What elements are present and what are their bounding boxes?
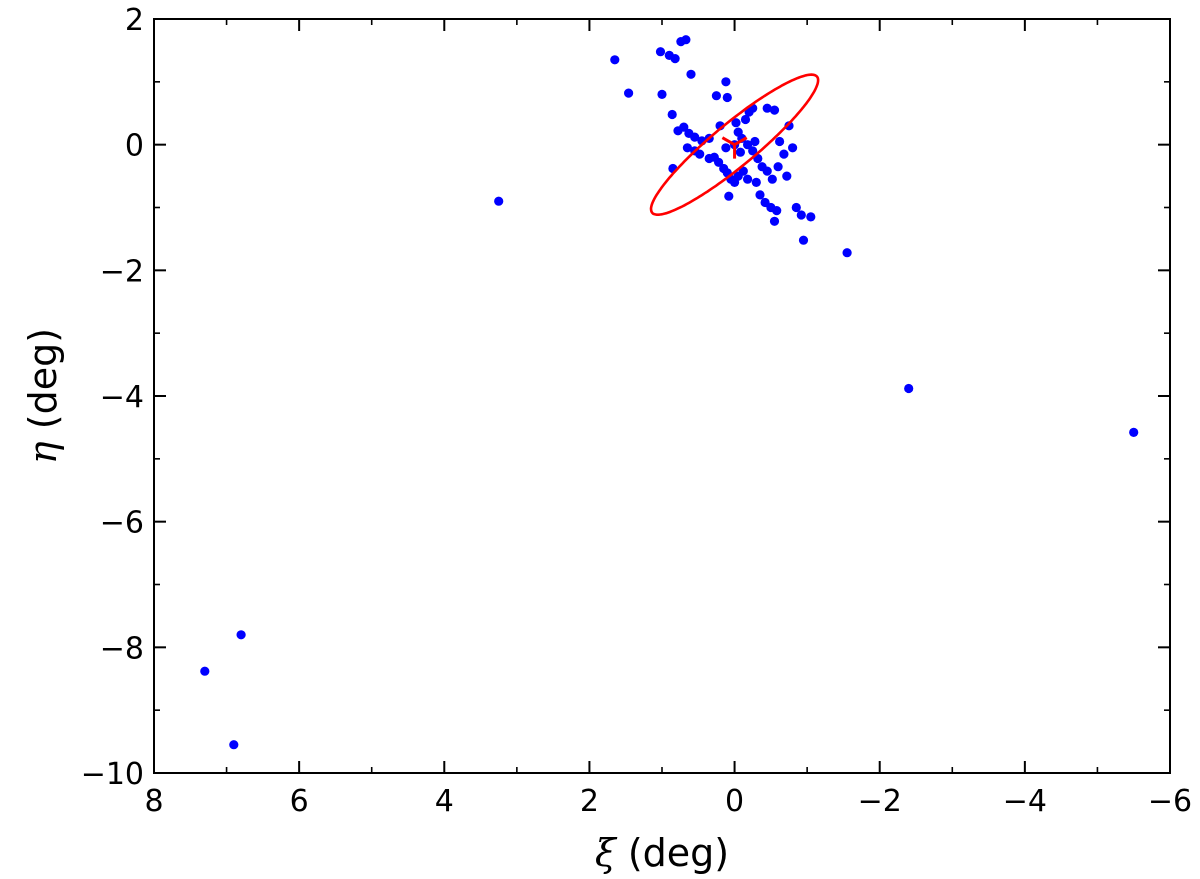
center-marker: [721, 136, 748, 159]
data-point: [657, 89, 667, 99]
data-point: [200, 666, 210, 676]
data-point: [755, 190, 765, 200]
data-point: [724, 191, 734, 201]
x-tick-label: 8: [144, 784, 163, 819]
data-point: [751, 177, 761, 187]
data-point: [782, 171, 792, 181]
data-point: [798, 235, 809, 245]
data-point: [655, 47, 666, 57]
data-point: [731, 118, 741, 128]
data-point: [748, 146, 758, 156]
data-point: [784, 121, 794, 131]
x-tick-label: 0: [725, 784, 744, 819]
data-point: [610, 55, 620, 65]
y-tick-label: −4: [100, 380, 144, 415]
data-point: [738, 166, 748, 176]
x-tick-label: 6: [290, 784, 309, 819]
data-point: [773, 162, 783, 172]
data-point: [229, 740, 239, 750]
confidence-ellipse: [649, 73, 820, 216]
data-point: [762, 103, 772, 113]
data-point: [791, 202, 801, 213]
data-point: [762, 166, 772, 176]
data-point: [769, 216, 780, 226]
y-tick-label: −10: [81, 757, 144, 792]
data-point: [1129, 427, 1139, 437]
data-point: [788, 143, 798, 153]
y-tick-label: −8: [100, 631, 144, 666]
data-point: [714, 157, 724, 167]
plot-content: [200, 35, 1139, 750]
data-point: [772, 206, 782, 216]
data-point: [740, 114, 751, 125]
data-point: [711, 91, 722, 101]
data-point: [796, 210, 806, 220]
x-tick-label: 2: [580, 784, 599, 819]
data-point: [769, 105, 780, 115]
x-axis-title: ξ (deg): [595, 831, 729, 875]
data-point: [236, 630, 246, 640]
data-point: [686, 69, 696, 79]
y-tick-label: −6: [100, 506, 144, 541]
data-point: [722, 92, 732, 103]
data-point: [695, 149, 705, 159]
data-point: [743, 174, 753, 184]
data-point: [743, 140, 753, 150]
data-point: [721, 143, 731, 153]
data-point: [904, 383, 914, 394]
data-point: [690, 132, 700, 142]
x-tick-label: −4: [1003, 784, 1047, 819]
y-tick-label: 0: [125, 129, 144, 164]
y-tick-label: 2: [125, 3, 144, 38]
data-point: [767, 174, 777, 184]
data-point: [750, 136, 760, 147]
data-point: [682, 143, 693, 153]
y-axis-title: η (deg): [21, 328, 65, 464]
plot-frame: [153, 18, 1171, 774]
data-point: [775, 136, 785, 147]
x-tick-label: −6: [1148, 784, 1192, 819]
data-point: [667, 109, 677, 120]
data-point: [681, 35, 691, 45]
data-point: [779, 149, 789, 159]
data-point: [842, 248, 852, 258]
data-point: [806, 212, 816, 222]
data-point: [735, 147, 746, 157]
data-point: [679, 122, 689, 132]
data-point: [494, 196, 504, 206]
data-point: [670, 54, 680, 64]
data-point: [721, 77, 731, 87]
x-tick-label: −2: [858, 784, 902, 819]
y-tick-label: −2: [100, 254, 144, 289]
axis-ticks: 8 6 4 2 0 −2 −4 −6 −10 −8 −6 −4 −2 0 2: [81, 3, 1192, 819]
data-point: [624, 88, 634, 98]
x-tick-label: 4: [435, 784, 454, 819]
